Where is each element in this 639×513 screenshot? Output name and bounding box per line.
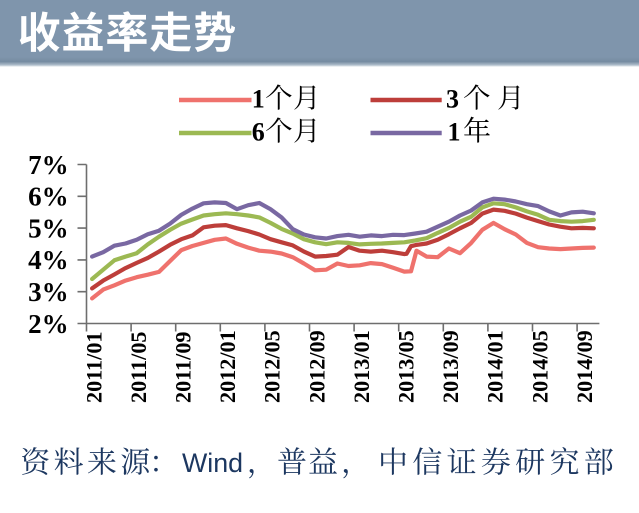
svg-text:5%: 5% [28, 213, 69, 243]
svg-text:2013/01: 2013/01 [349, 330, 374, 403]
svg-text:2014/09: 2014/09 [572, 330, 597, 403]
svg-text:2011/05: 2011/05 [126, 331, 151, 403]
svg-text:4%: 4% [28, 245, 69, 275]
svg-text:2013/05: 2013/05 [394, 330, 419, 403]
svg-text:6: 6 [252, 118, 265, 147]
svg-text:3%: 3% [28, 277, 69, 307]
svg-text:2013/09: 2013/09 [438, 330, 463, 403]
svg-text:7%: 7% [28, 150, 69, 180]
svg-text:2012/01: 2012/01 [215, 330, 240, 403]
svg-text:2011/09: 2011/09 [171, 331, 196, 403]
svg-text:2014/01: 2014/01 [483, 330, 508, 403]
svg-text:2%: 2% [28, 309, 69, 339]
svg-text:2012/09: 2012/09 [304, 330, 329, 403]
svg-text:2014/05: 2014/05 [527, 330, 552, 403]
svg-text:3: 3 [446, 85, 459, 114]
svg-text:2012/05: 2012/05 [260, 330, 285, 403]
svg-text:1: 1 [448, 118, 461, 147]
svg-text:2011/01: 2011/01 [81, 331, 106, 403]
svg-text:6%: 6% [28, 182, 69, 212]
svg-text:1: 1 [252, 85, 265, 114]
svg-text:Wind: Wind [182, 448, 243, 478]
